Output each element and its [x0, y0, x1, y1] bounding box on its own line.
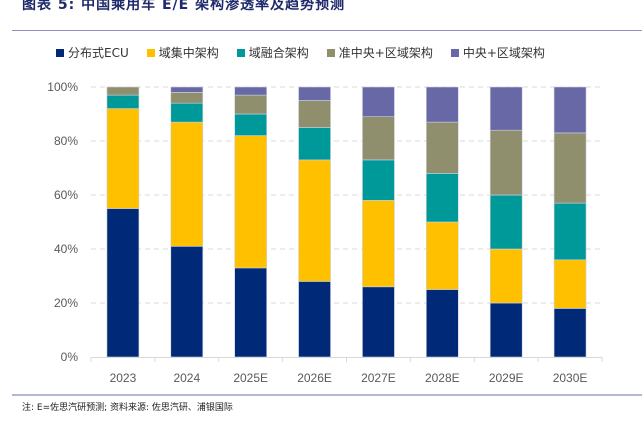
chart-legend: 分布式ECU 域集中架构 域融合架构 准中央+区域架构 中央+区域架构	[56, 44, 545, 61]
bar-segment	[362, 116, 395, 161]
y-tick-label: 20%	[54, 296, 78, 310]
x-tick-label: 2028E	[425, 371, 460, 385]
bar-segment	[489, 86, 523, 131]
bar-segment	[489, 194, 523, 250]
figure-title: 图表 5: 中国乘用车 E/E 架构渗透率及趋势预测	[22, 0, 345, 14]
legend-label: 域集中架构	[158, 46, 219, 60]
figure-label: 图表 5:	[22, 0, 76, 13]
legend-swatch	[56, 48, 64, 57]
bar-segment	[234, 94, 267, 115]
bar-segment	[106, 86, 140, 96]
bar-segment	[170, 92, 204, 104]
bar-segment	[489, 129, 523, 196]
x-tick-label: 2026E	[297, 371, 332, 385]
legend-swatch	[146, 48, 155, 57]
bar-segment	[362, 286, 395, 358]
x-tick-label: 2024	[173, 371, 200, 385]
bar-segment	[426, 289, 459, 358]
bar-segment	[553, 308, 587, 358]
x-tick-label: 2025E	[233, 371, 268, 385]
bottom-divider	[12, 394, 642, 396]
bar-stack-2023	[106, 86, 140, 358]
x-tick-label: 2023	[110, 371, 137, 385]
y-tick-label: 80%	[54, 134, 78, 148]
legend-item-domain-fusion: 域融合架构	[236, 44, 309, 61]
y-tick-label: 0%	[61, 350, 79, 364]
bar-segment	[553, 259, 587, 309]
bar-segment	[553, 202, 587, 261]
bar-segment	[298, 86, 331, 101]
bar-segment	[489, 248, 523, 304]
bar-segment	[426, 86, 459, 123]
bars	[106, 86, 587, 358]
bar-segment	[298, 159, 331, 282]
legend-item-quasi-central-zonal: 准中央+区域架构	[326, 44, 433, 61]
bar-segment	[170, 121, 204, 247]
bar-stack-2029E	[489, 86, 523, 358]
bar-segment	[170, 102, 204, 123]
bar-segment	[426, 121, 459, 174]
bar-stack-2024	[170, 86, 204, 358]
bar-segment	[426, 221, 459, 290]
bar-stack-2025E	[234, 86, 267, 358]
gridlines	[91, 86, 602, 304]
bar-segment	[298, 100, 331, 128]
bar-segment	[553, 86, 587, 134]
legend-item-central-zonal: 中央+区域架构	[450, 44, 545, 61]
legend-label: 域融合架构	[248, 46, 309, 60]
legend-swatch	[326, 48, 335, 57]
source-note: 注: E=佐思汽研预测; 资料来源: 佐思汽研、浦银国际	[22, 403, 233, 413]
bar-segment	[234, 113, 267, 136]
bar-segment	[106, 108, 140, 209]
legend-item-domain-centralized: 域集中架构	[146, 44, 219, 61]
bar-stack-2028E	[426, 86, 459, 358]
bar-segment	[106, 94, 140, 109]
bar-segment	[170, 86, 204, 93]
y-tick-label: 60%	[54, 188, 78, 202]
legend-label: 分布式ECU	[68, 46, 129, 60]
x-axis: 2023 2024 2025E 2026E 2027E 2028E 2029E 2030E	[90, 357, 603, 385]
bar-stack-2030E	[553, 86, 587, 358]
bar-segment	[298, 281, 331, 358]
legend-item-distributed-ecu: 分布式ECU	[56, 44, 129, 61]
bar-segment	[553, 132, 587, 204]
top-divider	[12, 30, 642, 31]
y-axis-ticks: 0% 20% 40% 60% 80% 100%	[47, 80, 78, 364]
legend-swatch	[236, 48, 245, 57]
legend-label: 中央+区域架构	[462, 46, 545, 60]
bar-segment	[362, 159, 395, 201]
y-tick-label: 40%	[54, 242, 78, 256]
legend-label: 准中央+区域架构	[338, 46, 433, 60]
bar-segment	[298, 127, 331, 161]
legend-swatch	[450, 48, 459, 57]
bar-segment	[234, 267, 267, 358]
bar-segment	[426, 173, 459, 223]
bar-segment	[489, 302, 523, 358]
bar-segment	[170, 246, 204, 358]
x-tick-label: 2030E	[553, 371, 588, 385]
x-tick-label: 2027E	[361, 371, 396, 385]
bar-segment	[234, 86, 267, 96]
bar-segment	[362, 86, 395, 118]
bar-stack-2027E	[362, 86, 395, 358]
bar-segment	[362, 200, 395, 288]
bar-stack-2026E	[298, 86, 331, 358]
bar-segment	[106, 208, 140, 358]
x-tick-label: 2029E	[489, 371, 524, 385]
figure-title-text: 中国乘用车 E/E 架构渗透率及趋势预测	[81, 0, 346, 13]
bar-segment	[234, 135, 267, 269]
y-tick-label: 100%	[47, 80, 78, 94]
